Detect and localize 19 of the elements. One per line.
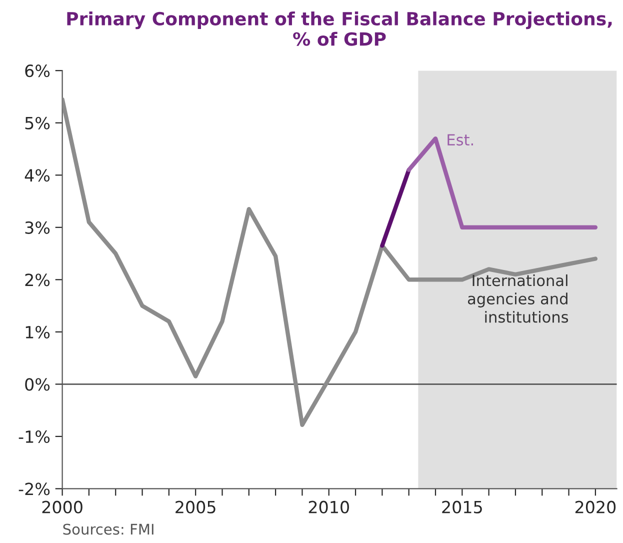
x-tick-label: 2000 bbox=[42, 500, 82, 514]
x-tick-label: 2010 bbox=[308, 500, 349, 514]
series-label: Est. bbox=[448, 134, 473, 146]
y-tick-label: 5% bbox=[25, 116, 50, 130]
chart-title: Primary Component of the Fiscal Balance Projections, % of GDP bbox=[67, 12, 612, 46]
y-tick-label: 2% bbox=[25, 274, 50, 286]
x-tick-label: 2015 bbox=[442, 500, 482, 514]
x-tick-label: 2020 bbox=[575, 500, 616, 514]
y-tick-label: 4% bbox=[24, 169, 50, 182]
y-tick-label: 6% bbox=[25, 64, 50, 78]
x-tick-label: 2005 bbox=[176, 500, 216, 514]
y-tick-label: 1% bbox=[26, 326, 50, 338]
line-series bbox=[62, 97, 598, 428]
y-tick-label: -2% bbox=[18, 482, 50, 496]
series-label: International agencies and institutions bbox=[468, 274, 568, 323]
y-tick-label: 0% bbox=[25, 378, 50, 391]
y-tick-label: 3% bbox=[25, 221, 50, 234]
source-note: Sources: FMI bbox=[63, 524, 154, 535]
y-tick-label: -1% bbox=[18, 430, 50, 444]
